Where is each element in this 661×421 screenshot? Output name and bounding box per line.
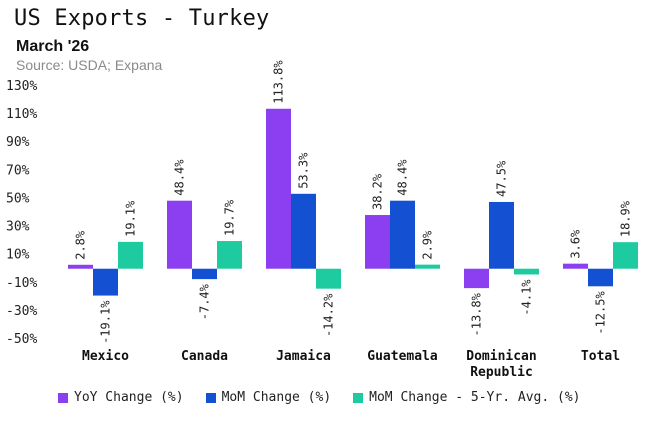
legend-label-yoy: YoY Change (%) xyxy=(74,390,184,405)
data-label-avg: 19.7% xyxy=(223,199,237,236)
data-label-yoy: 3.6% xyxy=(569,229,583,259)
data-label-avg: 18.9% xyxy=(619,200,633,237)
data-label-mom: -19.1% xyxy=(99,300,113,344)
y-tick-label: -30% xyxy=(6,304,37,319)
x-tick-label: Dominican xyxy=(466,349,536,364)
x-tick-label: Guatemala xyxy=(367,349,438,364)
y-tick-label: -10% xyxy=(6,276,37,291)
bar-yoy[interactable] xyxy=(464,268,489,289)
data-label-avg: 2.9% xyxy=(421,230,435,260)
y-tick-label: 70% xyxy=(6,163,30,178)
data-label-yoy: 48.4% xyxy=(173,159,187,196)
bar-yoy[interactable] xyxy=(68,264,93,269)
data-label-yoy: 38.2% xyxy=(371,173,385,210)
bar-mom[interactable] xyxy=(588,268,613,287)
y-tick-label: 10% xyxy=(6,248,30,263)
y-tick-label: 90% xyxy=(6,135,30,150)
x-tick-label: Republic xyxy=(470,365,533,380)
bar-avg[interactable] xyxy=(613,242,638,269)
chart-source: Source: USDA; Expana xyxy=(16,57,163,73)
data-label-mom: -12.5% xyxy=(594,291,608,335)
bar-yoy[interactable] xyxy=(365,215,390,269)
y-tick-label: 50% xyxy=(6,191,30,206)
data-label-mom: 48.4% xyxy=(396,159,410,196)
bar-yoy[interactable] xyxy=(563,263,588,269)
legend-item-yoy[interactable]: YoY Change (%) xyxy=(58,390,184,405)
bar-mom[interactable] xyxy=(192,268,217,280)
data-label-avg: -4.1% xyxy=(520,279,534,316)
chart-subtitle: March '26 xyxy=(16,38,90,55)
y-tick-label: -50% xyxy=(6,332,37,347)
data-label-avg: 19.1% xyxy=(124,200,138,237)
bar-mom[interactable] xyxy=(390,200,415,269)
chart-title: US Exports - Turkey xyxy=(14,6,270,31)
legend-label-mom: MoM Change (%) xyxy=(221,390,332,405)
y-tick-label: 30% xyxy=(6,220,30,235)
bar-avg[interactable] xyxy=(118,241,143,269)
legend-swatch-mom xyxy=(205,392,216,403)
legend-swatch-5yr-avg xyxy=(353,392,364,403)
data-label-yoy: 2.8% xyxy=(74,230,88,260)
x-tick-label: Mexico xyxy=(82,349,129,364)
bar-avg[interactable] xyxy=(415,264,440,269)
y-tick-label: 130% xyxy=(6,79,37,94)
x-axis: Mexico Canada Jamaica Guatemala DominicanRep… xyxy=(82,349,620,380)
bar-mom[interactable] xyxy=(291,193,316,269)
data-label-yoy: -13.8% xyxy=(470,292,484,336)
bar-avg[interactable] xyxy=(514,268,539,275)
bar-avg[interactable] xyxy=(217,241,242,269)
legend-swatch-yoy xyxy=(58,392,68,403)
data-label-mom: -7.4% xyxy=(198,283,212,320)
x-tick-label: Jamaica xyxy=(276,349,331,364)
bar-avg[interactable] xyxy=(316,268,341,289)
bar-yoy[interactable] xyxy=(266,108,291,269)
legend: YoY Change (%) MoM Change (%) MoM Change… xyxy=(58,390,602,405)
data-label-avg: -14.2% xyxy=(322,293,336,337)
legend-item-5yr-avg[interactable]: MoM Change - 5-Yr. Avg. (%) xyxy=(353,390,580,405)
bar-mom[interactable] xyxy=(93,268,118,296)
bar-chart: -50% -30% -10% 10% 30% 50% 70% 90% 110% 130% 2.8%… xyxy=(6,60,638,380)
legend-item-mom[interactable]: MoM Change (%) xyxy=(205,390,332,405)
bar-series xyxy=(68,108,638,296)
x-tick-label: Total xyxy=(581,349,620,364)
data-label-mom: 47.5% xyxy=(495,160,509,197)
data-labels: 2.8% -19.1% 19.1% 48.4% -7.4% 19.7% 113.8% 53.3… xyxy=(74,60,633,344)
data-label-yoy: 113.8% xyxy=(272,60,286,104)
y-axis: -50% -30% -10% 10% 30% 50% 70% 90% 110% 130% xyxy=(6,79,37,347)
data-label-mom: 53.3% xyxy=(297,152,311,189)
bar-mom[interactable] xyxy=(489,201,514,269)
x-tick-label: Canada xyxy=(181,349,228,364)
y-tick-label: 110% xyxy=(6,107,37,122)
legend-label-5yr-avg: MoM Change - 5-Yr. Avg. (%) xyxy=(369,390,581,405)
bar-yoy[interactable] xyxy=(167,200,192,269)
